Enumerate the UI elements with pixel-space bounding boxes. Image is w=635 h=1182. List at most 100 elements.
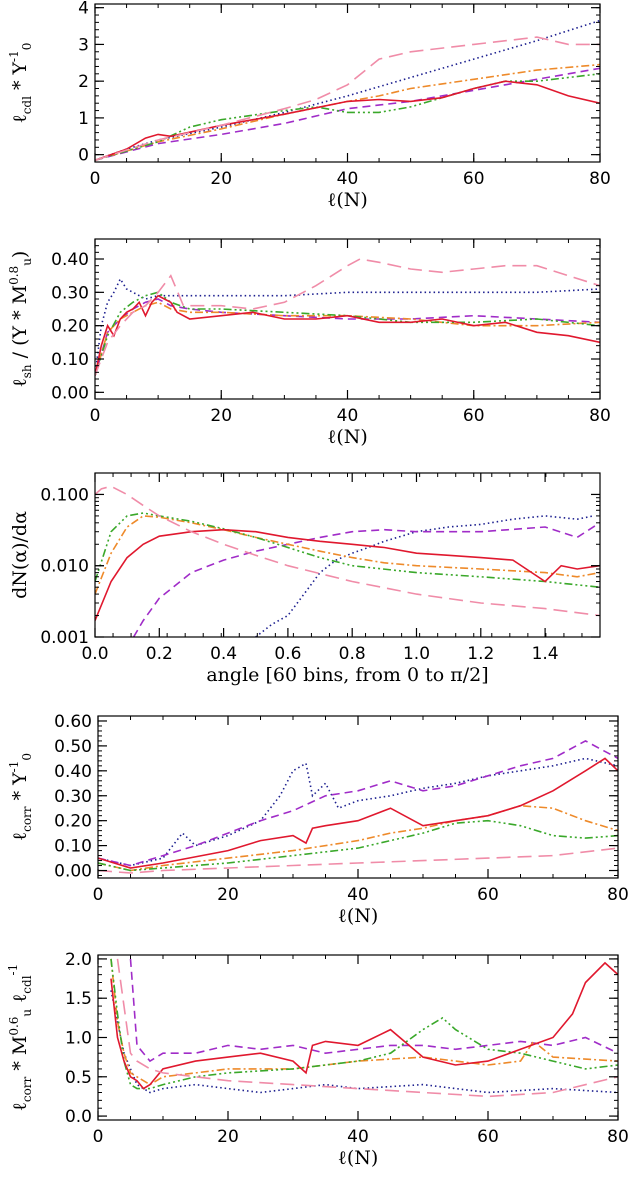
y-tick-label: 0.10 (54, 837, 92, 857)
x-axis-title-5: ℓ(N) (338, 1147, 379, 1169)
series-line-3-2 (132, 522, 600, 637)
y-tick-label: 4 (78, 0, 89, 19)
y-tick-label: 0.001 (40, 628, 89, 648)
series-line-3-1 (255, 515, 594, 637)
series-line-4-1 (98, 757, 618, 867)
series-line-1-3 (95, 63, 600, 161)
y-tick-label: 0.10 (51, 350, 89, 370)
y-tick-label: 1 (78, 109, 89, 129)
series-line-1-6 (95, 36, 600, 161)
x-tick-label: 60 (477, 1127, 499, 1147)
x-tick-label: 80 (589, 406, 611, 426)
y-axis-title-2: ℓsh​ / (Y * M0.8u​) (7, 251, 34, 388)
series-line-5-5 (110, 961, 618, 1090)
x-tick-label: 1.0 (403, 644, 430, 664)
x-tick-label: 20 (210, 169, 232, 189)
x-tick-label: 0 (93, 885, 104, 905)
series-line-1-4 (95, 73, 600, 161)
y-tick-label: 2 (78, 72, 89, 92)
plot-frame-3 (94, 472, 601, 638)
chart-panel-4: 0 20 40 60 80 0.00 0.10 0.20 0.30 0.40 0.50 0.60 ℓ(N… (7, 712, 629, 927)
y-tick-label: 0.00 (54, 862, 92, 882)
x-tick-label: 20 (217, 1127, 239, 1147)
series-line-2-2 (95, 298, 600, 376)
x-tick-label: 40 (337, 169, 359, 189)
series-line-4-6 (98, 847, 618, 874)
x-tick-label: 0.4 (210, 644, 237, 664)
x-tick-label: 40 (347, 1127, 369, 1147)
series-line-4-2 (98, 739, 618, 867)
y-tick-label: 0.30 (54, 787, 92, 807)
x-tick-label: 40 (347, 885, 369, 905)
y-tick-label: 0.50 (54, 737, 92, 757)
x-tick-label: 1.2 (467, 644, 494, 664)
x-tick-label: 0 (90, 406, 101, 426)
y-axis-title-5: ℓcorr​ * M0.6u​ ℓcdl​-1​ (6, 964, 34, 1112)
chart-panel-5: 0 20 40 60 80 0.0 0.5 1.0 1.5 2.0 ℓ(N) ℓcorr​ * M0.… (6, 950, 629, 1169)
x-tick-label: 20 (217, 885, 239, 905)
x-tick-label: 0.2 (146, 644, 173, 664)
x-tick-label: 1.4 (532, 644, 559, 664)
y-axis-title-4: ℓcorr​ * Y-10​ (7, 753, 34, 841)
x-tick-label: 0.8 (339, 644, 366, 664)
chart-panel-3: 0.0 0.2 0.4 0.6 0.8 1.0 1.2 1.4 0.001 0.010 0.100 a… (9, 472, 601, 686)
x-tick-label: 40 (337, 406, 359, 426)
series-line-3-3 (95, 515, 600, 595)
x-axis-title-4: ℓ(N) (338, 905, 379, 927)
y-tick-label: 0.00 (51, 383, 89, 403)
series-line-3-6 (95, 485, 600, 617)
y-tick-label: 2.0 (65, 950, 92, 970)
y-tick-label: 0.40 (54, 762, 92, 782)
x-tick-label: 20 (210, 406, 232, 426)
y-axis-title-3: dN(α)/dα (9, 511, 31, 599)
chart-panel-2: 0 20 40 60 80 0.00 0.10 0.20 0.30 0.40 ℓ(N) ℓsh​ / … (7, 238, 611, 448)
x-tick-label: 80 (607, 885, 629, 905)
y-tick-label: 0.60 (54, 712, 92, 732)
series-line-5-6 (116, 958, 618, 1098)
x-tick-label: 80 (589, 169, 611, 189)
y-tick-label: 1.0 (65, 1029, 92, 1049)
x-axis-title-2: ℓ(N) (327, 426, 368, 448)
series-line-5-4 (110, 958, 618, 1090)
x-tick-label: 80 (607, 1127, 629, 1147)
series-line-2-6 (95, 258, 600, 376)
series-line-1-5 (95, 80, 600, 161)
series-line-3-4 (95, 512, 600, 588)
y-tick-label: 0.30 (51, 283, 89, 303)
series-line-4-5 (98, 757, 618, 869)
series-line-2-4 (95, 291, 600, 376)
y-tick-label: 1.5 (65, 989, 92, 1009)
y-tick-label: 0 (78, 146, 89, 166)
y-tick-label: 0.0 (65, 1107, 92, 1127)
series-line-1-1 (95, 19, 600, 161)
series-line-3-5 (95, 528, 600, 621)
y-tick-label: 0.40 (51, 250, 89, 270)
y-axis-title-1: ℓcdl​ * Y-10​ (7, 43, 34, 124)
y-tick-label: 0.5 (65, 1068, 92, 1088)
x-tick-label: 60 (477, 885, 499, 905)
series-line-1-2 (95, 67, 600, 161)
y-tick-label: 3 (78, 35, 89, 55)
series-line-2-5 (95, 294, 600, 376)
x-tick-label: 0 (90, 169, 101, 189)
y-tick-label: 0.20 (54, 812, 92, 832)
x-tick-label: 60 (463, 406, 485, 426)
plot-frame-5 (97, 954, 619, 1121)
x-tick-label: 0.6 (274, 644, 301, 664)
y-tick-label: 0.20 (51, 317, 89, 337)
x-tick-label: 0 (93, 1127, 104, 1147)
y-tick-label: 0.010 (40, 557, 89, 577)
chart-panel-1: 0 20 40 60 80 0 1 2 3 4 ℓ(N) ℓcdl​ * Y-10​ (7, 0, 611, 211)
series-line-2-1 (95, 277, 600, 376)
series-line-2-3 (95, 301, 600, 376)
series-line-5-2 (129, 958, 618, 1063)
x-tick-label: 0.0 (81, 644, 108, 664)
x-axis-title-1: ℓ(N) (327, 189, 368, 211)
x-tick-label: 60 (463, 169, 485, 189)
series-line-4-4 (98, 819, 618, 872)
series-line-5-1 (110, 990, 618, 1094)
y-tick-label: 0.100 (40, 485, 89, 505)
series-line-5-3 (110, 958, 618, 1086)
x-axis-title-3: angle [60 bins, from 0 to π/2] (206, 664, 488, 686)
